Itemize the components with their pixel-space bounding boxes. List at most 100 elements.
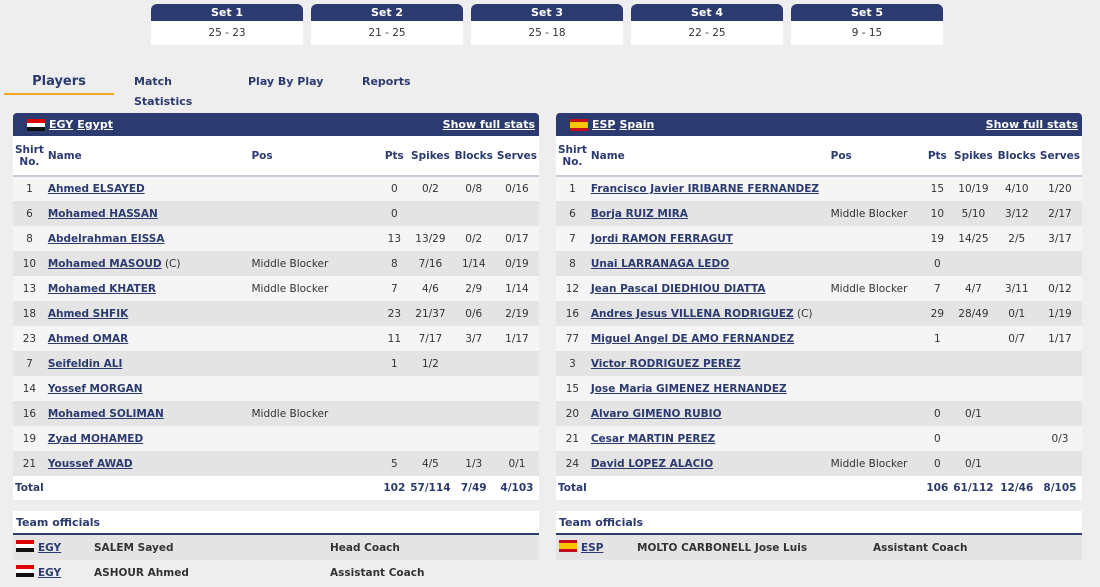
player-position bbox=[828, 426, 924, 451]
official-role: Assistant Coach bbox=[873, 541, 968, 554]
player-spikes bbox=[951, 251, 996, 276]
table-row: 8 Unai LARRANAGA LEDO 0 bbox=[556, 251, 1082, 276]
player-position bbox=[249, 301, 381, 326]
show-full-stats-link[interactable]: Show full stats bbox=[985, 118, 1078, 131]
player-name-link[interactable]: Jose Maria GIMENEZ HERNANDEZ bbox=[590, 382, 787, 395]
flag-icon bbox=[16, 540, 34, 552]
player-name-link[interactable]: Andres Jesus VILLENA RODRIGUEZ bbox=[590, 307, 794, 320]
player-blocks bbox=[452, 426, 495, 451]
table-row: 16 Mohamed SOLIMAN Middle Blocker bbox=[13, 401, 539, 426]
player-name-link[interactable]: Zyad MOHAMED bbox=[47, 432, 144, 445]
shirt-number: 1 bbox=[13, 176, 46, 201]
player-serves: 1/14 bbox=[494, 276, 539, 301]
player-serves: 1/20 bbox=[1037, 176, 1082, 201]
player-name-link[interactable]: Cesar MARTIN PEREZ bbox=[590, 432, 716, 445]
player-blocks bbox=[452, 376, 495, 401]
player-name-link[interactable]: Jordi RAMON FERRAGUT bbox=[590, 232, 733, 245]
official-role: Assistant Coach bbox=[330, 566, 425, 579]
set-4: Set 4 22 - 25 bbox=[631, 4, 783, 45]
player-name-cell: Mohamed KHATER bbox=[45, 276, 250, 301]
player-pts bbox=[923, 351, 952, 376]
player-name-link[interactable]: Jean Pascal DIEDHIOU DIATTA bbox=[590, 282, 766, 295]
player-spikes: 0/1 bbox=[951, 401, 996, 426]
player-name-link[interactable]: Seifeldin ALI bbox=[47, 357, 123, 370]
team-name-link[interactable]: ESP Spain bbox=[570, 118, 654, 131]
flag-icon bbox=[16, 565, 34, 577]
player-name-link[interactable]: Mohamed KHATER bbox=[47, 282, 156, 295]
player-name-cell: Seifeldin ALI bbox=[45, 351, 250, 376]
player-spikes: 0/2 bbox=[408, 176, 453, 201]
player-name-cell: Abdelrahman EISSA bbox=[45, 226, 250, 251]
player-serves: 0/12 bbox=[1037, 276, 1082, 301]
tab-players[interactable]: Players bbox=[4, 72, 114, 95]
player-position: Middle Blocker bbox=[249, 401, 381, 426]
player-name-link[interactable]: David LOPEZ ALACIO bbox=[590, 457, 714, 470]
player-spikes bbox=[951, 426, 996, 451]
tab-bar: Players Match Statistics Play By Play Re… bbox=[4, 72, 432, 108]
player-name-cell: Miguel Angel DE AMO FERNANDEZ bbox=[588, 326, 829, 351]
player-name-link[interactable]: Mohamed SOLIMAN bbox=[47, 407, 164, 420]
player-pts: 0 bbox=[923, 251, 952, 276]
player-name-link[interactable]: Borja RUIZ MIRA bbox=[590, 207, 688, 220]
set-5: Set 5 9 - 15 bbox=[791, 4, 943, 45]
official-row: ESP MOLTO CARBONELL Jose Luis Assistant Co… bbox=[556, 535, 1082, 560]
player-name-link[interactable]: Ahmed ELSAYED bbox=[47, 183, 145, 195]
players-table: Shirt No. Name Pos Pts Spikes Blocks Serves 1 Ah… bbox=[13, 136, 539, 500]
player-name-link[interactable]: Victor RODRIGUEZ PEREZ bbox=[590, 357, 741, 370]
team-code: EGY bbox=[49, 118, 74, 131]
player-pts bbox=[380, 426, 409, 451]
table-row: 10 Mohamed MASOUD (C) Middle Blocker 8 7/16 1… bbox=[13, 251, 539, 276]
player-position bbox=[249, 176, 381, 201]
pos-column-header: Pos bbox=[828, 136, 924, 177]
player-name-link[interactable]: Francisco Javier IRIBARNE FERNANDEZ bbox=[590, 183, 820, 195]
player-blocks: 0/1 bbox=[995, 301, 1038, 326]
team-name-link[interactable]: EGY Egypt bbox=[27, 118, 113, 131]
set-scores: Set 1 25 - 23 Set 2 21 - 25 Set 3 25 - 1… bbox=[151, 4, 943, 45]
player-spikes bbox=[951, 351, 996, 376]
tab-match-statistics[interactable]: Match Statistics bbox=[134, 75, 193, 108]
player-spikes: 4/6 bbox=[408, 276, 453, 301]
team-officials-spain: Team officials ESP MOLTO CARBONELL Jose Lu… bbox=[556, 511, 1082, 560]
player-serves: 3/17 bbox=[1037, 226, 1082, 251]
tab-reports[interactable]: Reports bbox=[362, 75, 411, 88]
player-name-link[interactable]: Abdelrahman EISSA bbox=[47, 232, 165, 245]
player-pts bbox=[380, 401, 409, 426]
player-name-link[interactable]: Youssef AWAD bbox=[47, 457, 133, 470]
player-name-link[interactable]: Ahmed OMAR bbox=[47, 332, 129, 345]
player-position bbox=[828, 226, 924, 251]
player-name-cell: Francisco Javier IRIBARNE FERNANDEZ bbox=[588, 176, 829, 201]
player-name-link[interactable]: Mohamed MASOUD bbox=[47, 257, 162, 270]
player-position: Middle Blocker bbox=[249, 251, 381, 276]
player-position: Middle Blocker bbox=[828, 276, 924, 301]
player-blocks: 3/12 bbox=[995, 201, 1038, 226]
player-name-link[interactable]: Alvaro GIMENO RUBIO bbox=[590, 407, 722, 420]
team-officials-egypt: Team officials EGY SALEM Sayed Head Coach EG… bbox=[13, 511, 539, 585]
player-position bbox=[828, 251, 924, 276]
player-name-link[interactable]: Miguel Angel DE AMO FERNANDEZ bbox=[590, 332, 795, 345]
player-name-link[interactable]: Mohamed HASSAN bbox=[47, 207, 158, 220]
set-score: 9 - 15 bbox=[791, 21, 943, 45]
official-team-code-link[interactable]: ESP bbox=[581, 541, 604, 554]
shirt-number: 8 bbox=[556, 251, 589, 276]
player-name-link[interactable]: Ahmed SHFIK bbox=[47, 307, 129, 320]
player-pts: 7 bbox=[923, 276, 952, 301]
team-header: EGY Egypt Show full stats bbox=[13, 113, 539, 136]
player-serves bbox=[494, 376, 539, 401]
tab-play-by-play[interactable]: Play By Play bbox=[248, 75, 324, 88]
official-team-code-link[interactable]: EGY bbox=[38, 566, 62, 579]
shirt-number: 7 bbox=[13, 351, 46, 376]
official-team-code-link[interactable]: EGY bbox=[38, 541, 62, 554]
player-pts: 0 bbox=[380, 201, 409, 226]
shirt-number: 19 bbox=[13, 426, 46, 451]
player-name-cell: Mohamed HASSAN bbox=[45, 201, 250, 226]
table-row: 12 Jean Pascal DIEDHIOU DIATTA Middle Bloc… bbox=[556, 276, 1082, 301]
player-position bbox=[249, 351, 381, 376]
show-full-stats-link[interactable]: Show full stats bbox=[442, 118, 535, 131]
player-position bbox=[828, 376, 924, 401]
player-pts: 11 bbox=[380, 326, 409, 351]
player-name-link[interactable]: Yossef MORGAN bbox=[47, 382, 143, 395]
shirt-number: 10 bbox=[13, 251, 46, 276]
player-name-link[interactable]: Unai LARRANAGA LEDO bbox=[590, 257, 730, 270]
player-serves: 1/17 bbox=[1037, 326, 1082, 351]
player-position bbox=[828, 401, 924, 426]
